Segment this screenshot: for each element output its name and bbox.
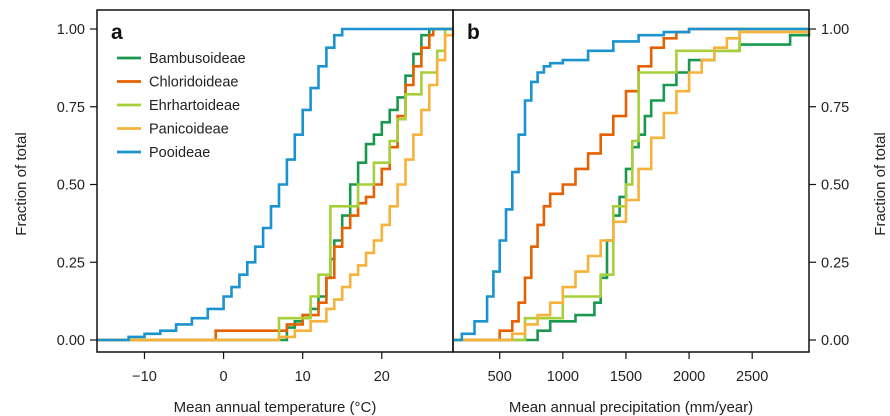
- series-line-ehrhartoideae: [97, 27, 453, 342]
- series-line-panicoideae: [453, 29, 811, 342]
- series-line-panicoideae: [97, 29, 455, 342]
- y-axis-title-right: Fraction of total: [872, 132, 889, 235]
- legend: Bambusoideae Chloridoideae Ehrhartoideae Pa…: [117, 51, 246, 161]
- legend-label-pooideae: Pooideae: [149, 145, 210, 161]
- panel-a-x-ticks: −10 0 10 20: [132, 352, 390, 385]
- x-tick-label: 2500: [736, 369, 768, 385]
- y-axis-title-left: Fraction of total: [13, 132, 30, 235]
- legend-label-panicoideae: Panicoideae: [149, 122, 229, 138]
- panel-b-y-ticks: 0.00 0.25 0.50 0.75 1.00: [809, 22, 849, 349]
- x-tick-label: 20: [374, 369, 390, 385]
- panel-b-x-ticks: 500 1000 1500 2000 2500: [488, 352, 768, 385]
- y-tick-label: 0.00: [57, 333, 85, 349]
- series-line-chloridoideae: [453, 27, 809, 342]
- y-tick-label: 1.00: [821, 22, 849, 38]
- panel-a-y-ticks: 0.00 0.25 0.50 0.75 1.00: [57, 22, 97, 349]
- legend-label-chloridoideae: Chloridoideae: [149, 75, 238, 91]
- x-tick-label: 1500: [610, 369, 642, 385]
- panel-a-series: [97, 27, 455, 342]
- panel-b-frame: [452, 9, 810, 353]
- y-tick-label: 0.00: [821, 333, 849, 349]
- x-tick-label: 500: [488, 369, 512, 385]
- panel-b: 500 1000 1500 2000 2500 0.00 0.25 0.50 0.75 1.00…: [452, 9, 849, 416]
- y-tick-label: 0.25: [821, 255, 849, 271]
- panel-a-label: a: [111, 21, 123, 44]
- y-tick-label: 0.50: [57, 178, 85, 194]
- y-tick-label: 0.75: [821, 100, 849, 116]
- x-tick-label: 2000: [673, 369, 705, 385]
- series-line-pooideae: [97, 27, 453, 342]
- y-tick-label: 1.00: [57, 22, 85, 38]
- x-tick-label: 0: [220, 369, 228, 385]
- series-line-pooideae: [453, 27, 809, 342]
- panel-a: −10 0 10 20 0.00 0.25 0.50 0.75 1.00 a Bambusoi…: [57, 9, 455, 416]
- x-tick-label: 1000: [547, 369, 579, 385]
- panel-b-label: b: [467, 21, 480, 44]
- y-tick-label: 0.75: [57, 100, 85, 116]
- y-tick-label: 0.25: [57, 255, 85, 271]
- x-tick-label: 10: [295, 369, 311, 385]
- x-axis-title-b: Mean annual precipitation (mm/year): [509, 399, 753, 416]
- series-line-ehrhartoideae: [453, 27, 809, 342]
- legend-label-bambusoideae: Bambusoideae: [149, 51, 246, 67]
- x-axis-title-a: Mean annual temperature (°C): [174, 399, 377, 416]
- y-tick-label: 0.50: [821, 178, 849, 194]
- panel-b-series: [453, 27, 811, 342]
- legend-label-ehrhartoideae: Ehrhartoideae: [149, 98, 240, 114]
- x-tick-label: −10: [132, 369, 157, 385]
